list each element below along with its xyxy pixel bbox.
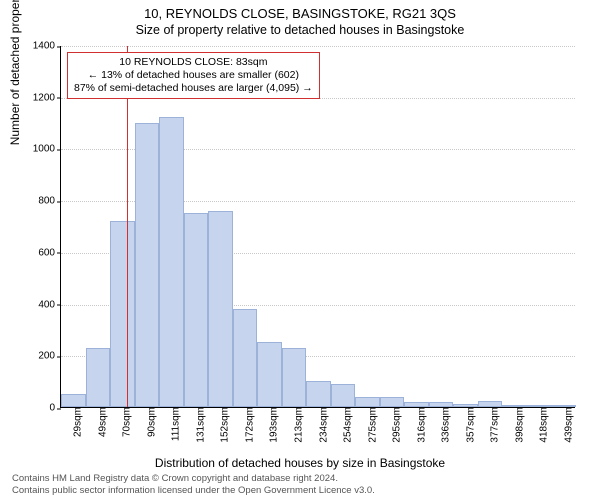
callout-line-1: 10 REYNOLDS CLOSE: 83sqm — [74, 56, 313, 69]
y-tick-label: 1400 — [17, 41, 61, 52]
chart-subtitle: Size of property relative to detached ho… — [0, 23, 600, 37]
address-title: 10, REYNOLDS CLOSE, BASINGSTOKE, RG21 3Q… — [0, 6, 600, 21]
histogram-bar — [478, 401, 503, 407]
reference-callout: 10 REYNOLDS CLOSE: 83sqm ← 13% of detach… — [67, 52, 320, 99]
x-tick-label: 29sqm — [71, 407, 84, 437]
x-tick-label: 193sqm — [267, 407, 280, 443]
y-tick-label: 0 — [17, 403, 61, 414]
x-tick-label: 336sqm — [439, 407, 452, 443]
footnote-line-2: Contains public sector information licen… — [12, 485, 375, 496]
x-tick-label: 377sqm — [488, 407, 501, 443]
gridline — [61, 46, 575, 47]
footnote: Contains HM Land Registry data © Crown c… — [12, 473, 375, 496]
x-tick-label: 234sqm — [316, 407, 329, 443]
chart-container: 10, REYNOLDS CLOSE, BASINGSTOKE, RG21 3Q… — [0, 0, 600, 500]
histogram-bar — [429, 402, 454, 407]
callout-line-3: 87% of semi-detached houses are larger (… — [74, 82, 313, 95]
x-tick-label: 254sqm — [341, 407, 354, 443]
y-axis-label: Number of detached properties — [8, 0, 22, 145]
x-tick-label: 172sqm — [242, 407, 255, 443]
x-tick-label: 439sqm — [561, 407, 574, 443]
x-tick-label: 111sqm — [169, 407, 182, 441]
y-tick-label: 800 — [17, 196, 61, 207]
reference-line — [127, 46, 128, 407]
x-tick-label: 152sqm — [218, 407, 231, 443]
x-tick-label: 275sqm — [365, 407, 378, 443]
titles-block: 10, REYNOLDS CLOSE, BASINGSTOKE, RG21 3Q… — [0, 0, 600, 37]
plot-area: 10 REYNOLDS CLOSE: 83sqm ← 13% of detach… — [60, 46, 575, 408]
histogram-bar — [527, 405, 552, 407]
x-tick-label: 70sqm — [120, 407, 133, 437]
histogram-bar — [61, 394, 86, 407]
histogram-bar — [282, 348, 307, 407]
x-tick-label: 131sqm — [193, 407, 206, 443]
y-tick-label: 400 — [17, 299, 61, 310]
x-tick-label: 418sqm — [537, 407, 550, 443]
y-tick-label: 1200 — [17, 92, 61, 103]
histogram-bar — [110, 221, 135, 407]
histogram-bar — [306, 381, 331, 407]
histogram-bar — [184, 213, 209, 407]
histogram-bar — [233, 309, 258, 407]
histogram-bar — [551, 405, 576, 407]
x-tick-label: 213sqm — [291, 407, 304, 443]
histogram-bar — [502, 405, 527, 407]
histogram-bar — [86, 348, 111, 407]
histogram-bar — [355, 397, 380, 407]
y-tick-label: 200 — [17, 351, 61, 362]
x-tick-label: 295sqm — [390, 407, 403, 443]
footnote-line-1: Contains HM Land Registry data © Crown c… — [12, 473, 375, 484]
x-tick-label: 398sqm — [512, 407, 525, 443]
x-tick-label: 316sqm — [414, 407, 427, 443]
x-axis-label: Distribution of detached houses by size … — [0, 456, 600, 470]
histogram-bar — [331, 384, 356, 407]
y-tick-label: 600 — [17, 247, 61, 258]
y-tick-label: 1000 — [17, 144, 61, 155]
x-tick-label: 90sqm — [144, 407, 157, 437]
histogram-bar — [404, 402, 429, 407]
histogram-bar — [380, 397, 405, 407]
histogram-bar — [159, 117, 184, 407]
histogram-bar — [453, 404, 478, 407]
x-tick-label: 49sqm — [95, 407, 108, 437]
histogram-bar — [208, 211, 233, 408]
callout-line-2: ← 13% of detached houses are smaller (60… — [74, 69, 313, 82]
x-tick-label: 357sqm — [463, 407, 476, 443]
histogram-bar — [257, 342, 282, 407]
histogram-bar — [135, 123, 160, 407]
